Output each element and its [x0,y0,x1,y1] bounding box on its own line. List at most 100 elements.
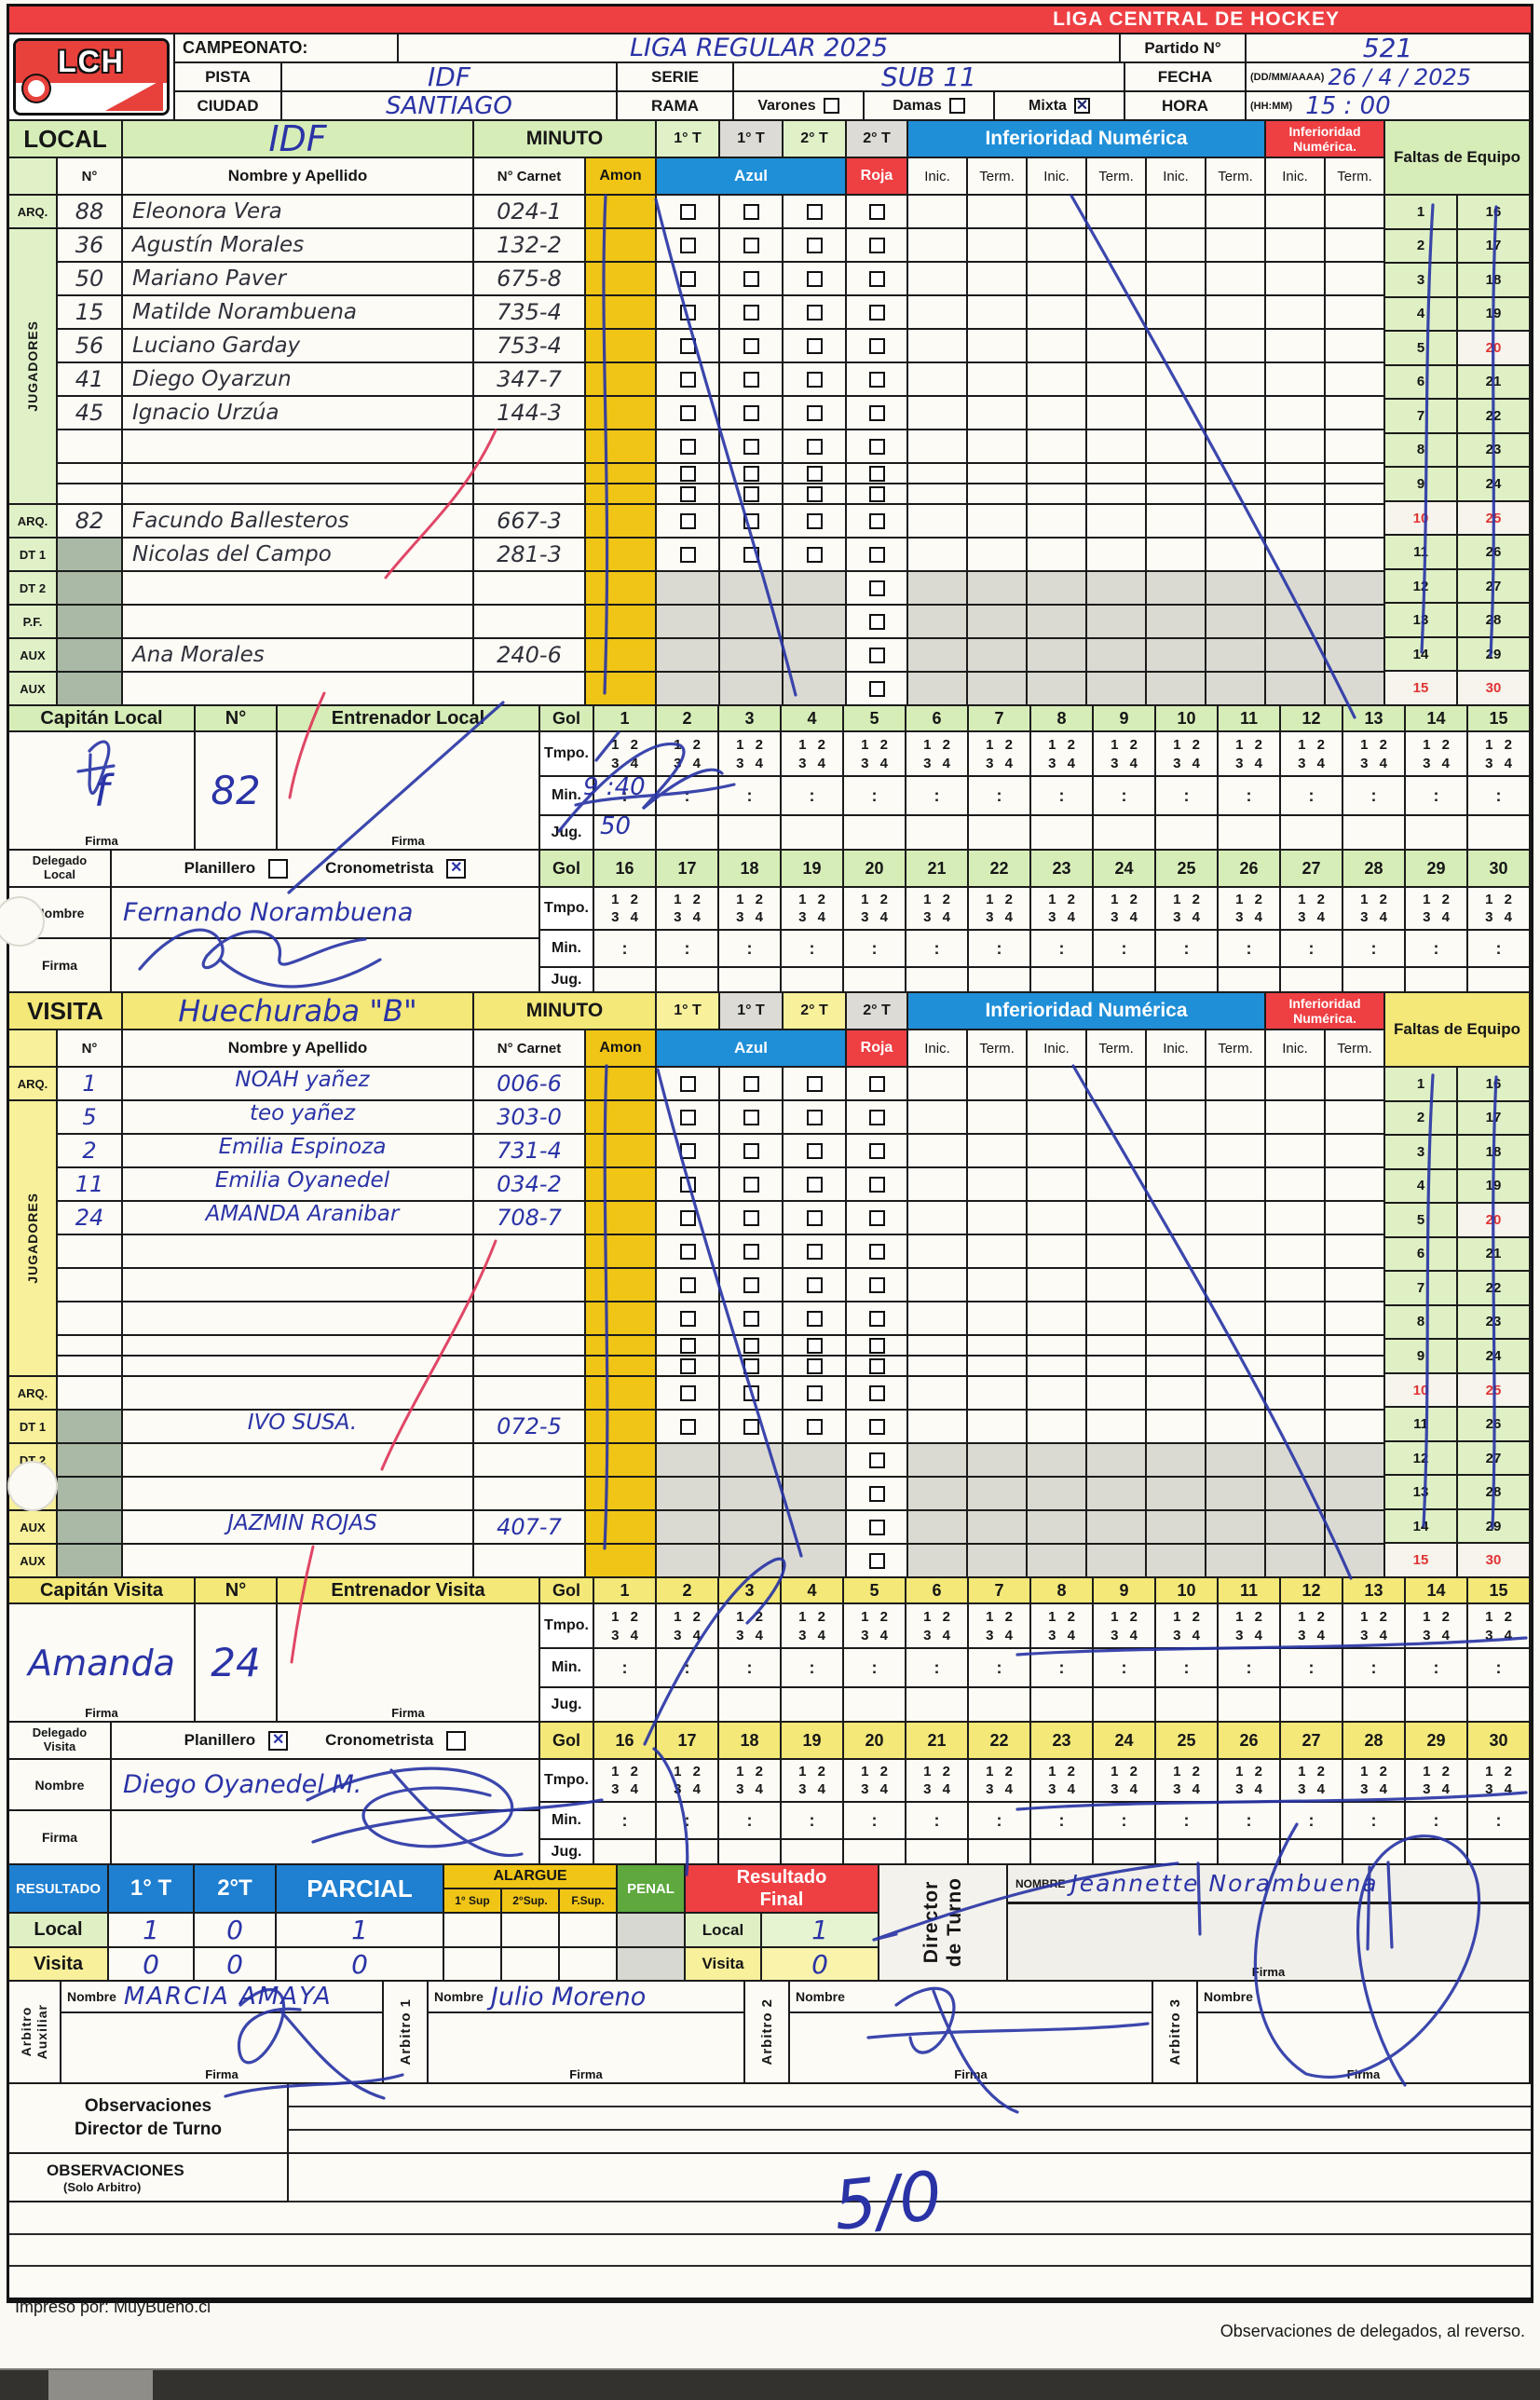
arbitro-2-label: Arbitro 2 [745,1982,790,2084]
falta-cell: 6 [1385,1237,1458,1273]
term-cell [1087,296,1147,330]
term-cell [1326,263,1385,296]
term-cell [968,1135,1028,1168]
term-header: Term. [1087,158,1147,196]
inic-header: Inic. [1266,158,1326,196]
term-cell [1206,1377,1266,1411]
azul-2t-checkbox [784,1168,847,1202]
gol-number: 14 [1406,1578,1468,1604]
pista-value: IDF [282,63,618,92]
term-cell [1087,430,1147,464]
falta-cell: 27 [1458,1441,1531,1477]
player-name: Diego Oyarzun [123,363,474,397]
inic-cell [1147,1168,1206,1202]
player-carnet: 024-1 [474,196,586,229]
local-gol-table: Gol 1 2 3 4 5 6 7 8 9 10 11 12 13 14 15 Tmpo. 1 2 3 4 1 2 3 4 1 2… [540,706,1531,993]
gol-number: 4 [782,706,844,732]
roja-checkbox [847,1377,908,1411]
min-cell: : [1219,1649,1281,1688]
min-cell: : [906,1649,969,1688]
azul-2t-checkbox [784,363,847,397]
inic-cell [908,196,968,229]
capitan-num-label: N° [196,1578,278,1604]
min-cell: : [1406,931,1468,968]
player-number [58,1336,123,1357]
azul-2t-checkbox [784,1511,847,1545]
jug-cell [594,1688,657,1723]
inic-cell [1147,330,1206,363]
gol-number: 23 [1031,1723,1094,1760]
min-cell: : [906,777,969,816]
azul-1t-checkbox [657,1478,720,1511]
term-cell [1087,1336,1147,1357]
inic-cell [1147,505,1206,539]
azul-1t-checkbox [657,1411,720,1444]
inic-cell [1266,1269,1326,1302]
player-number: 88 [58,196,123,229]
capitan-visita-firma: Amanda Firma [9,1604,196,1723]
visita-sup2 [502,1948,560,1982]
jug-cell [1219,1688,1281,1723]
director-nombre: NOMBRE Jeannette Norambuena [1008,1865,1531,1904]
inic-cell [908,1235,968,1269]
player-number: 36 [58,229,123,263]
azul-1t-checkbox [657,1235,720,1269]
azul-1t-checkbox [720,263,784,296]
visita-team-name: Huechuraba "B" [123,993,474,1030]
term-cell [1206,1478,1266,1511]
player-carnet [474,1444,586,1478]
roja-checkbox [847,539,908,572]
term-cell [1206,484,1266,505]
term-cell [1087,397,1147,430]
inic-header: Inic. [1147,158,1206,196]
term-cell [1087,484,1147,505]
azul-1t-checkbox [720,330,784,363]
min-cell: : [1468,931,1531,968]
term-header: Term. [1326,158,1385,196]
visita-parcial-score: 0 [277,1948,444,1982]
inic-cell [1147,1377,1206,1411]
num-col-header: N° [58,158,123,196]
gol-number: 14 [1406,706,1468,732]
min-cell: : [1031,931,1094,968]
amon-cell [586,1168,657,1202]
player-carnet: 303-0 [474,1101,586,1135]
term-cell [968,1478,1028,1511]
azul-2t-checkbox [784,397,847,430]
player-number [58,484,123,505]
role-arq: ARQ. [9,196,58,229]
inic-cell [1028,1269,1087,1302]
azul-2t-checkbox [784,1101,847,1135]
min-cell: : [1343,777,1406,816]
roja-checkbox [847,296,908,330]
gol-number: 5 [844,706,906,732]
inic-cell [1028,1101,1087,1135]
roja-checkbox [847,1168,908,1202]
arbitro-auxiliar-nombre: Nombre MARCIA AMAYA [61,1982,384,2013]
gol1-jug-value: 50 [600,812,632,840]
cronometrista-checkbox: ✕ [446,858,467,879]
gol-number: 4 [782,1578,844,1604]
inic-cell [1147,639,1206,673]
entrenador-visita-firma: Firma [278,1604,540,1723]
tmpo-label: Tmpo. [540,1760,594,1803]
inic-cell [908,229,968,263]
azul-2t-checkbox [784,263,847,296]
inic-cell [1147,1068,1206,1101]
jug-cell [1031,1840,1094,1865]
term-cell [1087,1411,1147,1444]
azul-1t-checkbox [657,1357,720,1377]
local-captain-band: Capitán Local N° Entrenador Local f Firma… [9,706,1531,993]
falta-cell: 16 [1458,196,1531,230]
jug-cell [1406,816,1468,851]
azul-1t-checkbox [720,1545,784,1578]
azul-2t-checkbox [784,1202,847,1235]
azul-2t-checkbox [784,673,847,706]
